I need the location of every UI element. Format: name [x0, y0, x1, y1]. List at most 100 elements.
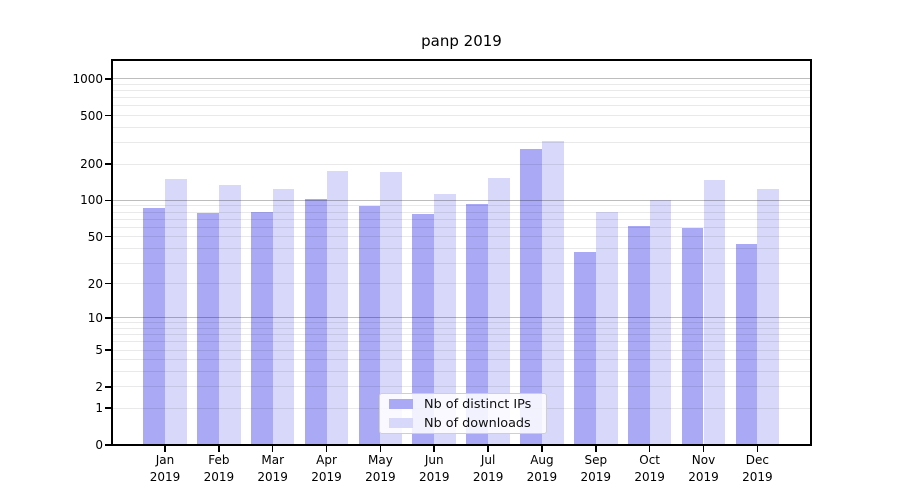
axis-spine-top — [111, 59, 812, 61]
gridline-minor — [113, 218, 810, 220]
gridline-minor — [113, 84, 810, 85]
bar-downloads-jan — [165, 179, 187, 445]
y-tick-mark — [104, 349, 111, 351]
x-tick-mark — [218, 446, 220, 452]
y-tick-label: 500 — [80, 108, 103, 123]
gridline-major — [113, 317, 810, 319]
x-tick-mark — [648, 446, 651, 452]
y-tick-label: 1 — [95, 401, 103, 416]
x-tick-mark — [702, 446, 705, 452]
x-tick-label: Oct 2019 — [634, 453, 665, 484]
x-tick-label: Dec 2019 — [742, 453, 773, 484]
gridline-minor — [113, 386, 810, 388]
y-tick-mark — [104, 385, 111, 388]
bar-distinct-ips-mar — [250, 211, 273, 445]
gridline-minor — [113, 236, 810, 238]
gridline-minor — [113, 247, 810, 249]
x-tick-mark — [433, 446, 436, 452]
y-tick-mark — [104, 407, 111, 410]
x-tick-label: May 2019 — [365, 453, 396, 484]
gridline-minor — [113, 97, 810, 99]
y-tick-label: 0 — [95, 438, 103, 452]
gridline-minor — [113, 226, 810, 228]
gridline-minor — [113, 349, 810, 351]
x-tick-label: Jan 2019 — [149, 453, 181, 484]
x-tick-mark — [756, 446, 759, 452]
gridline-minor — [113, 341, 810, 343]
gridline-minor — [113, 142, 810, 144]
legend: Nb of distinct IPs Nb of downloads — [379, 393, 547, 434]
bar-distinct-ips-jan — [143, 207, 165, 445]
gridline-minor — [113, 371, 810, 373]
gridline-minor — [113, 115, 810, 117]
bar-distinct-ips-feb — [197, 213, 219, 445]
gridline-minor — [113, 163, 810, 165]
x-tick-mark — [541, 446, 543, 452]
y-tick-mark — [104, 114, 111, 117]
x-tick-label: Feb 2019 — [203, 453, 235, 484]
bar-downloads-feb — [218, 185, 241, 445]
legend-item-downloads: Nb of downloads — [389, 415, 537, 431]
x-tick-mark — [379, 446, 382, 452]
bar-downloads-may — [380, 172, 403, 445]
bar-downloads-oct — [649, 200, 672, 445]
legend-swatch-downloads — [389, 417, 413, 429]
bar-downloads-sep — [595, 211, 618, 445]
y-tick-mark — [104, 317, 111, 319]
legend-label-downloads: Nb of downloads — [424, 415, 531, 431]
y-tick-mark — [104, 282, 111, 285]
x-tick-label: Jul 2019 — [472, 453, 504, 484]
y-tick-label: 2 — [95, 379, 103, 394]
gridline-minor — [113, 283, 810, 285]
gridline-minor — [113, 334, 810, 336]
y-tick-mark — [104, 78, 111, 80]
bar-downloads-jul — [488, 178, 510, 445]
x-tick-label: Sep 2019 — [580, 453, 612, 484]
y-tick-label: 5 — [95, 343, 103, 358]
legend-label-distinct-ips: Nb of distinct IPs — [424, 396, 532, 412]
y-tick-label: 10 — [87, 310, 103, 325]
bar-distinct-ips-jul — [466, 203, 489, 445]
gridline-minor — [113, 90, 810, 92]
x-tick-mark — [164, 446, 166, 452]
bar-distinct-ips-may — [358, 205, 381, 445]
legend-swatch-distinct-ips — [389, 398, 413, 410]
bar-downloads-jun — [434, 194, 457, 445]
x-tick-label: Apr 2019 — [311, 453, 342, 484]
y-tick-label: 100 — [80, 193, 103, 208]
y-tick-label: 50 — [87, 229, 103, 244]
bar-distinct-ips-nov — [681, 228, 704, 445]
x-tick-mark — [487, 446, 489, 452]
bar-distinct-ips-sep — [574, 252, 596, 445]
gridline-minor — [113, 126, 810, 128]
y-tick-label: 1000 — [72, 71, 103, 86]
x-tick-label: Nov 2019 — [688, 453, 719, 484]
gridline-major — [113, 199, 810, 201]
gridline-minor — [113, 328, 810, 330]
x-tick-label: Aug 2019 — [526, 453, 558, 484]
bar-downloads-nov — [703, 179, 726, 445]
gridline-minor — [113, 359, 810, 361]
bar-distinct-ips-apr — [304, 198, 327, 445]
gridline-minor — [113, 322, 810, 324]
bar-downloads-aug — [541, 140, 564, 445]
gridline-major — [113, 78, 810, 80]
bar-downloads-dec — [757, 189, 780, 445]
gridline-minor — [113, 105, 810, 107]
y-tick-label: 20 — [87, 276, 103, 291]
bar-distinct-ips-aug — [520, 148, 542, 445]
bar-distinct-ips-oct — [627, 226, 650, 445]
x-tick-mark — [325, 446, 328, 452]
y-tick-label: 200 — [80, 157, 103, 171]
gridline-minor — [113, 205, 810, 207]
y-tick-mark — [104, 235, 111, 238]
bar-distinct-ips-jun — [412, 214, 435, 445]
x-tick-label: Jun 2019 — [418, 453, 450, 484]
gridline-minor — [113, 211, 810, 213]
y-tick-mark — [104, 444, 111, 446]
legend-item-distinct-ips: Nb of distinct IPs — [389, 396, 537, 412]
axis-spine-left — [111, 59, 113, 446]
x-tick-mark — [595, 446, 597, 452]
x-tick-label: Mar 2019 — [257, 453, 288, 484]
